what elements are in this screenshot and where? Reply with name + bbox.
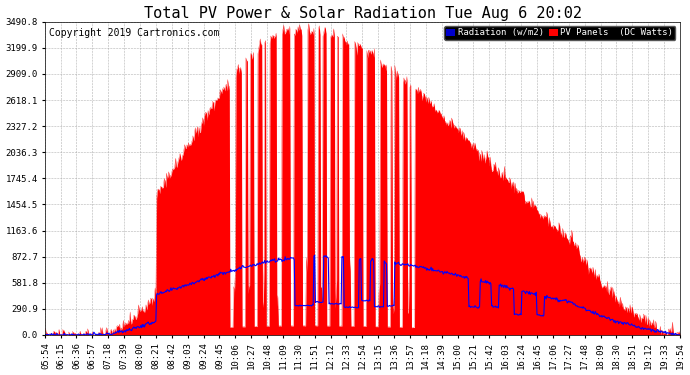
Legend: Radiation (w/m2), PV Panels  (DC Watts): Radiation (w/m2), PV Panels (DC Watts) bbox=[444, 26, 676, 40]
Title: Total PV Power & Solar Radiation Tue Aug 6 20:02: Total PV Power & Solar Radiation Tue Aug… bbox=[144, 6, 582, 21]
Text: Copyright 2019 Cartronics.com: Copyright 2019 Cartronics.com bbox=[48, 28, 219, 38]
